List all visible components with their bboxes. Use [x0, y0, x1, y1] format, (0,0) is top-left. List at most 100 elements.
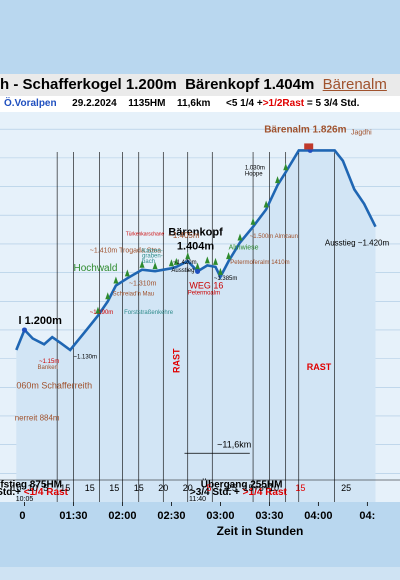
tree-icon: [217, 267, 223, 275]
peak-label: Bärenkopf: [168, 226, 223, 238]
annotation-label: 060m Schafferreith: [16, 381, 92, 391]
subtitle-time-total: = 5 3/4 Std.: [306, 98, 360, 109]
annotation-label: ~1.405m: [168, 231, 200, 240]
annotation-label: Ausstieg: [171, 268, 194, 274]
elevation-chart-svg: l 1.200m Bärenkopf 1.404m Bärenalm 1.826m Tü…: [0, 112, 400, 538]
annotation-label: nerreit 884m: [15, 413, 60, 422]
subtitle-date: 29.2.2024: [72, 98, 117, 109]
tree-icon: [124, 269, 130, 277]
title-route: h - Schafferkogel 1.200m: [0, 76, 177, 93]
annotation-label: Ausstieg ~1.420m: [325, 238, 390, 247]
chart-subtitle: Ö.Voralpen 29.2.2024 1135HM 11,6km <5 1/…: [0, 96, 400, 112]
subtitle-hm: 1135HM: [128, 98, 166, 109]
annotation-label: Schreiad'n Mau: [113, 292, 155, 298]
tree-icon: [263, 200, 269, 208]
segment-minutes: 5: [43, 483, 48, 493]
annotation-label: Forststraßenkehre: [124, 310, 174, 316]
x-tick-label: 03:00: [206, 510, 234, 522]
annotation-label: 1.030m: [245, 165, 265, 171]
x-tick-label: 02:30: [157, 510, 185, 522]
title-alm: Bärenalm: [322, 76, 387, 93]
x-tick-label: 0: [19, 510, 25, 522]
subtitle-distance: 11,6km: [177, 98, 211, 109]
tree-icon: [105, 292, 111, 300]
peak-label: 1.404m: [177, 240, 215, 252]
x-tick-label: 03:30: [255, 510, 283, 522]
title-summit: Bärenkopf 1.404m: [185, 76, 315, 93]
annotation-label: ~1.130m: [73, 355, 97, 361]
tree-icon: [213, 257, 219, 265]
annotation-label: ~11,6km: [217, 440, 251, 450]
segment-minutes: 15: [134, 483, 144, 493]
subtitle-time-prefix: <5 1/4 +: [225, 98, 263, 109]
annotation-label: Jagdhi: [351, 129, 372, 136]
hut-icon: [304, 143, 314, 150]
tree-icon: [283, 163, 289, 171]
tree-icon: [226, 252, 232, 260]
tree-icon: [195, 262, 201, 270]
annotation-label: Hochwald: [73, 263, 117, 274]
peak-marker: [195, 268, 201, 274]
annotation-label: Türkenkarschane: [126, 231, 165, 237]
section-label: Aufstieg 875HM: [0, 480, 62, 491]
clock-mark: 11:40: [189, 496, 206, 503]
annotation-label: WEG 16: [189, 280, 223, 290]
annotation-label: Hoppe: [245, 172, 263, 178]
chart-title: h - Schafferkogel 1.200m Bärenkopf 1.404…: [0, 74, 400, 96]
annotation-label: bach: [142, 259, 155, 265]
tree-icon: [113, 276, 119, 284]
segment-minutes: 20: [183, 483, 193, 493]
tree-icon: [95, 306, 101, 314]
annotation-label: ~1.190m: [90, 310, 114, 316]
segment-minutes: 15: [109, 483, 119, 493]
elevation-chart: l 1.200m Bärenkopf 1.404m Bärenalm 1.826m Tü…: [0, 112, 400, 567]
annotation-label: graben-: [142, 254, 163, 260]
peak-marker: [21, 327, 27, 333]
annotation-label: Almwiese: [229, 245, 259, 252]
footer-bar: [0, 567, 400, 580]
annotation-label: ~1.385m: [214, 276, 238, 282]
annotation-label: ~1.500m Almzaun: [250, 234, 298, 240]
tree-icon: [173, 257, 179, 265]
section-time: >3/4 Std. + >1/4 Rast: [190, 487, 288, 498]
segment-minutes: 25: [227, 483, 237, 493]
subtitle-time-rest: >1/2Rast: [262, 98, 305, 109]
elevation-line: [15, 149, 377, 352]
segment-minutes: 20: [158, 483, 168, 493]
tree-icon: [152, 262, 158, 270]
tree-icon: [168, 259, 174, 267]
rast-label: RAST: [172, 348, 182, 373]
rast-label: RAST: [307, 362, 332, 372]
section-time-base: >3/4 Std. +: [190, 487, 243, 498]
annotation-label: Petermoferalm 1410m: [230, 260, 289, 266]
tree-icon: [237, 233, 243, 241]
section-time-base: 2 3/4 Std.+: [0, 487, 24, 498]
segment-minutes: 15: [295, 483, 305, 493]
segment-minutes: 25: [341, 483, 351, 493]
x-tick-label: 04:: [359, 510, 375, 522]
tree-icon: [204, 256, 210, 264]
subtitle-region: Ö.Voralpen: [4, 98, 57, 109]
annotation-label: ~1.420m: [173, 260, 197, 266]
segment-minutes: 15: [85, 483, 95, 493]
tree-icon: [275, 176, 281, 184]
peak-label: Bärenalm 1.826m: [264, 124, 346, 135]
section-time-rest: >1/4 Rast: [243, 487, 288, 498]
annotation-label: ~1.410m Trogada Stoa: [90, 248, 162, 255]
annotation-label: ~1.310m: [129, 280, 157, 287]
annotation-label: Petermoalm: [188, 291, 220, 297]
tree-icon: [139, 260, 145, 268]
peak-label: l 1.200m: [18, 315, 62, 327]
clock-mark: 10:05: [16, 496, 34, 503]
tree-icon: [185, 252, 191, 260]
x-tick-label: 04:00: [304, 510, 332, 522]
annotation-label: Katzen-: [142, 249, 163, 255]
x-axis-label: Zeit in Stunden: [217, 524, 304, 538]
x-tick-label: 01:30: [59, 510, 87, 522]
annotation-label: ~1.15m: [39, 359, 59, 365]
segment-minutes: 5: [206, 483, 211, 493]
section-time: 2 3/4 Std.+ <1/4 Rast: [0, 487, 69, 498]
annotation-label: Bankerl: [38, 365, 58, 371]
segment-minutes: 15+5+10: [243, 483, 279, 493]
tree-icon: [250, 217, 256, 225]
